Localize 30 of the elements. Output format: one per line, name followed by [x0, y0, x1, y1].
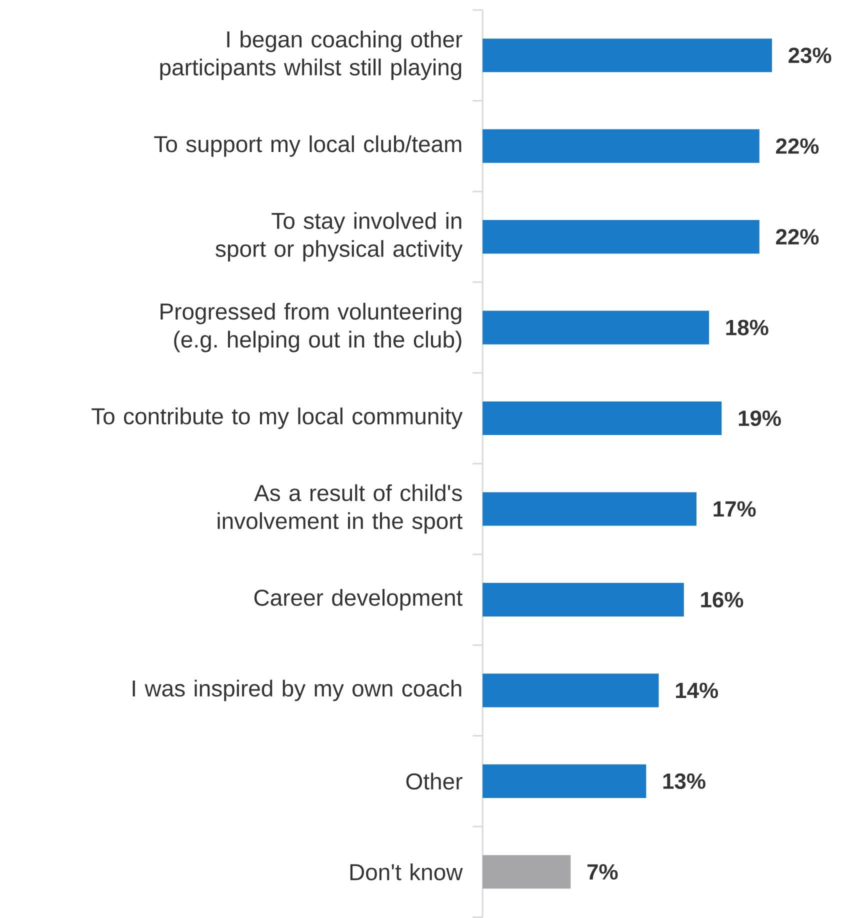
y-tick-label: Progressed from volunteering (e.g. helping out in the club) [160, 302, 462, 352]
y-tick-label: Other [406, 772, 462, 790]
data-label: 14% [676, 682, 718, 698]
bar [482, 582, 684, 616]
y-tick-label: I was inspired by my own coach [132, 680, 462, 702]
data-label: 23% [788, 48, 832, 64]
bar [482, 38, 772, 72]
bar [482, 401, 722, 436]
data-label: 18% [726, 320, 768, 336]
data-label: 13% [663, 773, 706, 789]
y-tick-label: Career development [254, 589, 462, 610]
data-label: 16% [700, 592, 744, 608]
y-tick-label: As a result of child's involvement in the sport [218, 484, 462, 534]
y-tick-label: I began coaching other participants whilst still playing [160, 30, 462, 80]
bar [482, 764, 646, 798]
y-tick-label: To contribute to my local community [91, 408, 463, 429]
bar [482, 855, 571, 889]
bar [482, 129, 760, 163]
y-tick-label: To stay involved in sport or physical activity [215, 212, 463, 262]
data-label: 22% [776, 229, 819, 245]
bar [482, 674, 659, 708]
bar [482, 220, 760, 254]
y-tick-label: Don't know [350, 863, 463, 880]
y-tick-label: To support my local club/team [154, 135, 462, 157]
bar [482, 492, 696, 526]
data-label: 22% [776, 138, 819, 154]
bar [482, 310, 709, 344]
data-label: 7% [587, 864, 618, 880]
data-label: 19% [738, 410, 781, 426]
data-label: 17% [714, 501, 756, 517]
